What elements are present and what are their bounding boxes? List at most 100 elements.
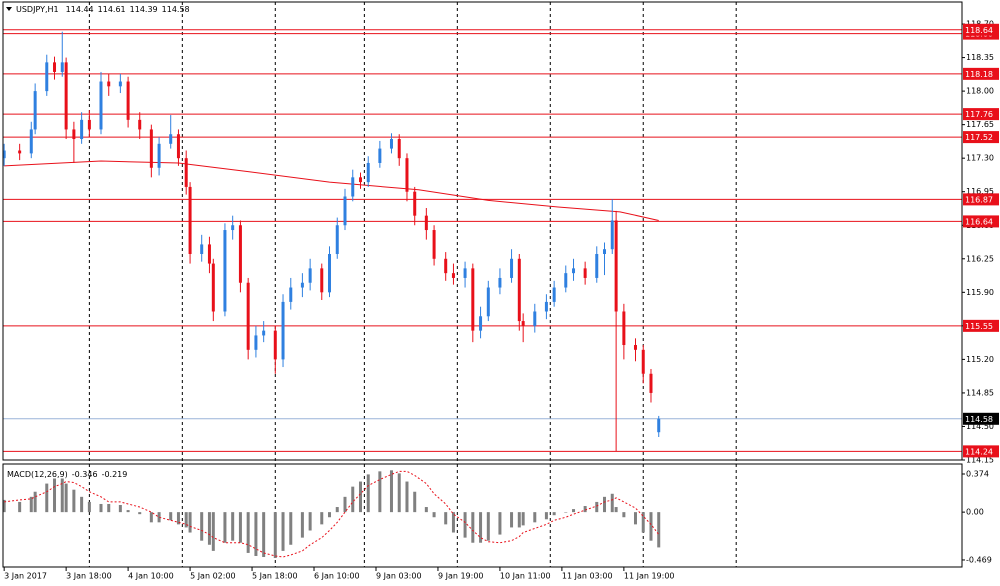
macd-bar: [389, 470, 393, 513]
macd-bar: [99, 503, 103, 513]
candle-body: [289, 287, 293, 302]
candle-body: [486, 287, 490, 317]
candle-body: [444, 258, 448, 274]
y-tick-label: 116.95: [966, 187, 994, 196]
y-tick-label: -0.469: [966, 555, 992, 564]
macd-bar: [246, 512, 250, 553]
candle-body: [207, 244, 211, 264]
x-tick-label: 11 Jan 03:00: [562, 572, 613, 581]
macd-bar: [343, 496, 347, 513]
macd-bar: [157, 512, 161, 523]
x-tick-label: 11 Jan 19:00: [624, 572, 675, 581]
candle-body: [378, 148, 382, 163]
y-tick-label: 114.50: [966, 422, 994, 431]
macd-bar: [486, 512, 490, 541]
macd-bar: [328, 512, 332, 518]
candle-body: [273, 330, 277, 360]
candle-body: [595, 253, 599, 278]
candle-body: [33, 91, 37, 130]
candle-body: [176, 134, 180, 159]
macd-bar: [471, 512, 475, 543]
candle-body: [641, 349, 645, 374]
macd-bar: [231, 512, 235, 541]
macd-bar: [366, 474, 370, 513]
candle-body: [223, 230, 227, 312]
x-tick-label: 4 Jan 10:00: [128, 572, 174, 581]
candle-body: [254, 335, 258, 350]
macd-bar: [603, 496, 607, 513]
candle-body: [335, 225, 339, 254]
candle-body: [583, 268, 587, 278]
macd-bar: [335, 507, 339, 513]
macd-bar: [80, 496, 84, 513]
y-tick-label: 118.00: [966, 87, 994, 96]
level-label: 116.64: [965, 217, 993, 226]
macd-bar: [29, 496, 33, 513]
macd-bar: [138, 512, 142, 515]
candle-body: [246, 282, 250, 350]
low: 114.39: [130, 5, 158, 14]
candle-body: [521, 321, 525, 326]
level-label-box: [963, 319, 999, 332]
signal-line: [4, 470, 660, 558]
macd-bar: [544, 512, 548, 520]
macd-bar: [358, 481, 362, 513]
candle-body: [138, 119, 142, 130]
candle-body: [29, 129, 33, 154]
x-tick-label: 10 Jan 11:00: [500, 572, 551, 581]
menu-icon[interactable]: [6, 7, 12, 11]
candle-body: [188, 186, 192, 254]
macd-bar: [281, 512, 285, 551]
candle-body: [552, 287, 556, 302]
candle-body: [413, 191, 417, 216]
x-tick-label: 5 Jan 02:00: [190, 572, 236, 581]
macd-bar: [622, 512, 626, 518]
macd-bar: [633, 512, 637, 525]
candle-body: [614, 220, 618, 312]
candle-body: [200, 244, 204, 254]
high: 114.61: [98, 5, 126, 14]
macd-bar: [149, 512, 153, 523]
macd-bar: [126, 510, 130, 513]
level-label-box: [963, 23, 999, 36]
candle-body: [184, 158, 188, 187]
macd-bar: [184, 512, 188, 528]
level-label: 115.55: [965, 322, 993, 331]
y-tick-label: 116.25: [966, 254, 994, 263]
level-label: 118.18: [965, 70, 993, 79]
macd-bar: [33, 491, 37, 513]
macd-bar: [176, 512, 180, 525]
candle-body: [451, 273, 455, 278]
y-tick-label: 115.20: [966, 355, 994, 364]
macd-bar: [498, 512, 502, 535]
candle-body: [622, 311, 626, 346]
macd-panel-frame: [2, 463, 963, 568]
macd-bar: [188, 512, 192, 533]
candle-body: [603, 249, 607, 254]
candle-body: [211, 263, 215, 312]
macd-bar: [413, 491, 417, 513]
candle-body: [533, 311, 537, 326]
macd-bar: [432, 512, 436, 518]
candle-body: [424, 215, 428, 231]
level-label: 117.52: [965, 133, 993, 142]
macd-bar: [53, 478, 57, 513]
x-tick-label: 6 Jan 10:00: [314, 572, 360, 581]
candle-body: [149, 129, 153, 168]
macd-bar: [649, 512, 653, 541]
candle-body: [471, 268, 475, 331]
macd-bar: [610, 493, 614, 513]
macd-bar: [397, 473, 401, 513]
macd-bar: [18, 501, 22, 513]
y-tick-label: 114.85: [966, 388, 994, 397]
price-header: USDJPY,H1 114.44 114.61 114.39 114.58: [16, 5, 190, 14]
level-label-box: [963, 215, 999, 228]
x-tick-label: 9 Jan 19:00: [438, 572, 484, 581]
macd-bar: [510, 512, 514, 528]
y-tick-label: 114.15: [966, 456, 994, 465]
level-label: 114.24: [965, 447, 993, 456]
x-tick-label: 3 Jan 2017: [4, 572, 47, 581]
signal-value: -0.219: [102, 470, 128, 479]
separators: [88, 2, 737, 567]
macd-bar: [444, 512, 448, 525]
